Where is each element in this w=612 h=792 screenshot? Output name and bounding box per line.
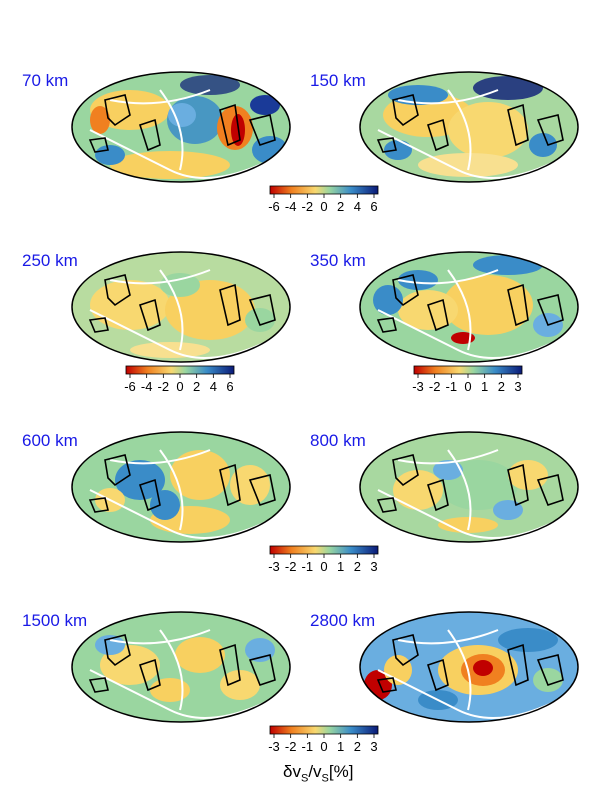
colorbar-tick-label: -6 — [268, 199, 280, 214]
colorbar-tick-label: 6 — [226, 379, 233, 394]
depth-label-800: 800 km — [310, 431, 366, 450]
colorbar-tick-label: 2 — [337, 199, 344, 214]
colorbar-tick-label: -3 — [268, 739, 280, 754]
depth-label-2800: 2800 km — [310, 611, 376, 630]
depth-label-1500: 1500 km — [22, 611, 88, 630]
colorbar-tick-label: 3 — [370, 559, 377, 574]
depth-label-350: 350 km — [310, 251, 366, 270]
colorbar-tick-label: 2 — [354, 559, 361, 574]
colorbar-tick-label: 4 — [354, 199, 361, 214]
colorbar-tick-label: -3 — [412, 379, 424, 394]
colorbar-tick-label: 2 — [193, 379, 200, 394]
map-2800km — [359, 611, 579, 723]
colorbar-tick-label: 6 — [370, 199, 377, 214]
colorbar-tick-label: -1 — [302, 739, 314, 754]
colorbar-tick-label: -2 — [285, 559, 297, 574]
colorbar-tick-label: 2 — [354, 739, 361, 754]
colorbar-tick-label: 0 — [176, 379, 183, 394]
map-350km — [359, 251, 579, 363]
colorbar-4: -3 -2 -1 0 1 2 3 — [262, 544, 386, 585]
colorbar-tick-label: 0 — [320, 559, 327, 574]
map-150km — [359, 71, 579, 183]
colorbar-ticks: -6 -4 -2 0 2 4 6 — [268, 194, 378, 214]
colorbar-tick-label: 3 — [370, 739, 377, 754]
colorbar-tick-label: 1 — [481, 379, 488, 394]
colorbar-tick-label: 1 — [337, 559, 344, 574]
colorbar-tick-label: -2 — [429, 379, 441, 394]
depth-label-150: 150 km — [310, 71, 366, 90]
unit-label: δvS/vS[%] — [283, 762, 354, 785]
colorbar-3: -3 -2 -1 0 1 2 3 — [406, 364, 530, 405]
map-70km — [71, 71, 291, 183]
colorbar-tick-label: 4 — [210, 379, 217, 394]
colorbar-1: -6 -4 -2 0 2 4 6 — [262, 184, 386, 225]
colorbar-tick-label: -2 — [285, 739, 297, 754]
colorbar-tick-label: -4 — [285, 199, 297, 214]
map-1500km — [71, 611, 291, 723]
colorbar-tick-label: 1 — [337, 739, 344, 754]
colorbar-tick-label: -3 — [268, 559, 280, 574]
colorbar-tick-label: 3 — [514, 379, 521, 394]
colorbar-tick-label: 2 — [498, 379, 505, 394]
colorbar-tick-label: 0 — [320, 739, 327, 754]
depth-label-70: 70 km — [22, 71, 69, 90]
colorbar-5: -3 -2 -1 0 1 2 3 — [262, 724, 386, 765]
depth-label-600: 600 km — [22, 431, 78, 450]
map-800km — [359, 431, 579, 543]
colorbar-2: -6 -4 -2 0 2 4 6 — [118, 364, 242, 405]
colorbar-tick-label: 0 — [464, 379, 471, 394]
map-250km — [71, 251, 291, 363]
colorbar-tick-label: -2 — [158, 379, 170, 394]
colorbar-tick-label: -1 — [302, 559, 314, 574]
colorbar-tick-label: 0 — [320, 199, 327, 214]
colorbar-tick-label: -1 — [446, 379, 458, 394]
colorbar-tick-label: -2 — [302, 199, 314, 214]
colorbar-tick-label: -6 — [124, 379, 136, 394]
colorbar-tick-label: -4 — [141, 379, 153, 394]
depth-label-250: 250 km — [22, 251, 78, 270]
map-600km — [71, 431, 291, 543]
